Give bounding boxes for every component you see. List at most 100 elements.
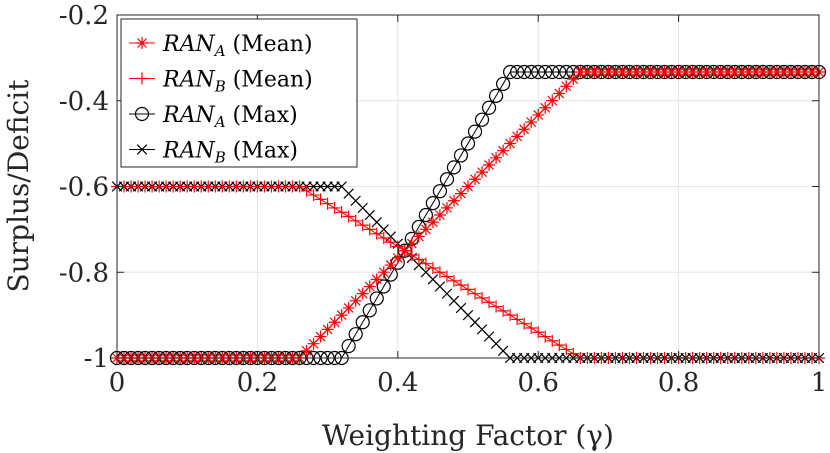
data-point — [307, 189, 320, 202]
data-point — [798, 66, 811, 79]
data-point — [658, 66, 671, 79]
legend-entry: RANA (Max) — [129, 103, 298, 131]
data-point — [356, 287, 369, 300]
data-point — [735, 66, 748, 79]
data-point — [497, 304, 510, 317]
x-tick-label: 1 — [811, 368, 828, 398]
data-point — [440, 270, 453, 283]
legend-label: RANB (Mean) — [162, 68, 313, 96]
data-point — [419, 257, 432, 270]
data-point — [447, 194, 460, 207]
y-tick-label: -0.4 — [59, 87, 109, 117]
data-point — [476, 291, 489, 304]
data-point — [581, 66, 594, 79]
data-point — [756, 66, 769, 79]
data-point — [616, 66, 629, 79]
data-point — [384, 236, 397, 249]
data-point — [391, 240, 404, 253]
data-point — [476, 166, 489, 179]
data-point — [707, 66, 720, 79]
data-point — [552, 64, 567, 80]
data-point — [574, 66, 587, 79]
data-point — [637, 66, 650, 79]
data-point — [474, 112, 490, 127]
data-point — [546, 334, 559, 347]
data-point — [460, 136, 476, 151]
x-tick-label: 0.4 — [377, 368, 418, 398]
legend-marker — [136, 72, 148, 85]
data-point — [531, 64, 546, 80]
x-tick-label: 0 — [109, 368, 126, 398]
y-axis-label: Surplus/Deficit — [2, 79, 35, 293]
data-point — [362, 303, 377, 318]
data-point — [679, 66, 692, 79]
data-point — [440, 201, 453, 214]
data-point — [342, 301, 355, 314]
data-point — [672, 66, 685, 79]
data-point — [525, 116, 538, 129]
data-point — [384, 259, 397, 272]
data-point — [749, 66, 762, 79]
data-point — [700, 66, 713, 79]
data-point — [742, 66, 755, 79]
data-point — [405, 249, 418, 262]
legend-marker — [134, 106, 150, 122]
data-point — [370, 273, 383, 286]
data-point — [567, 73, 580, 86]
data-point — [483, 296, 496, 309]
data-point — [432, 184, 448, 199]
data-point — [630, 66, 643, 79]
data-point — [510, 64, 525, 80]
data-point — [490, 300, 503, 313]
data-point — [623, 66, 636, 79]
data-point — [504, 309, 517, 322]
data-point — [453, 148, 469, 163]
data-point — [412, 253, 425, 266]
data-point — [321, 323, 334, 336]
data-point — [356, 219, 369, 232]
data-point — [307, 337, 320, 350]
data-point — [328, 201, 341, 214]
data-point — [376, 279, 391, 294]
data-point — [559, 64, 574, 80]
data-point — [328, 316, 341, 329]
data-point — [644, 66, 657, 79]
data-point — [342, 210, 355, 223]
data-point — [524, 64, 539, 80]
data-point — [355, 315, 370, 330]
data-point — [770, 66, 783, 79]
data-point — [588, 66, 601, 79]
data-point — [609, 66, 622, 79]
data-point — [517, 64, 532, 80]
data-point — [545, 64, 560, 80]
legend-label: RANA (Max) — [162, 103, 298, 131]
data-point — [341, 338, 356, 354]
data-point — [539, 330, 552, 343]
data-point — [721, 66, 734, 79]
data-point — [314, 330, 327, 343]
legend: RANA (Mean) RANB (Mean) RANA (Max) RANB (Ma… — [120, 18, 358, 168]
data-point — [321, 197, 334, 210]
data-point — [405, 237, 418, 250]
data-point — [763, 66, 776, 79]
data-point — [511, 313, 524, 326]
data-point — [481, 100, 497, 115]
legend-entry: RANA (Mean) — [129, 32, 313, 60]
data-point — [602, 66, 615, 79]
data-point — [447, 274, 460, 287]
y-tick-label: -0.6 — [59, 173, 109, 203]
data-point — [462, 180, 474, 193]
data-point — [525, 321, 538, 334]
data-point — [503, 64, 518, 80]
data-point — [446, 160, 462, 175]
data-point — [539, 101, 552, 114]
legend-marker — [136, 144, 148, 155]
legend-marker — [136, 37, 148, 49]
data-point — [335, 206, 348, 219]
data-point — [686, 66, 699, 79]
data-point — [553, 339, 566, 352]
data-point — [469, 173, 482, 186]
tick-labels: 0 0.2 0.4 0.6 0.8 1 -0.2 -0.4 -0.6 -0.8 -1 — [59, 1, 827, 398]
data-point — [693, 66, 706, 79]
